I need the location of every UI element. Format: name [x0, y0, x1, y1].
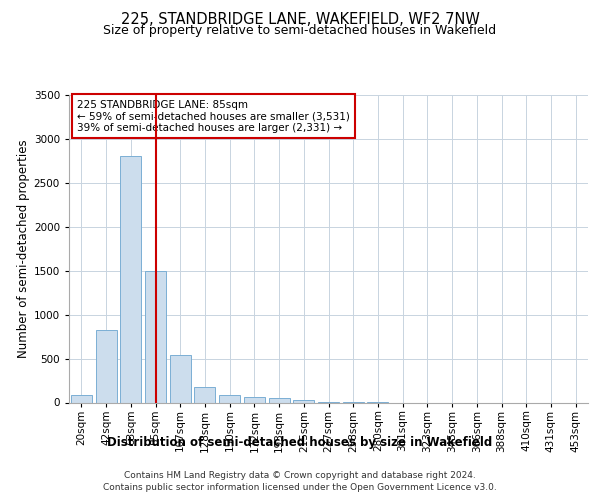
Bar — [244, 397, 265, 402]
Bar — [293, 400, 314, 402]
Bar — [71, 396, 92, 402]
Bar — [269, 398, 290, 402]
Text: 225 STANDBRIDGE LANE: 85sqm
← 59% of semi-detached houses are smaller (3,531)
39: 225 STANDBRIDGE LANE: 85sqm ← 59% of sem… — [77, 100, 350, 133]
Text: Size of property relative to semi-detached houses in Wakefield: Size of property relative to semi-detach… — [103, 24, 497, 37]
Bar — [95, 330, 116, 402]
Text: Contains HM Land Registry data © Crown copyright and database right 2024.: Contains HM Land Registry data © Crown c… — [124, 472, 476, 480]
Text: 225, STANDBRIDGE LANE, WAKEFIELD, WF2 7NW: 225, STANDBRIDGE LANE, WAKEFIELD, WF2 7N… — [121, 12, 479, 28]
Text: Distribution of semi-detached houses by size in Wakefield: Distribution of semi-detached houses by … — [107, 436, 493, 449]
Bar — [194, 387, 215, 402]
Bar — [120, 156, 141, 402]
Bar — [219, 396, 240, 402]
Bar — [145, 270, 166, 402]
Text: Contains public sector information licensed under the Open Government Licence v3: Contains public sector information licen… — [103, 483, 497, 492]
Bar — [170, 355, 191, 403]
Y-axis label: Number of semi-detached properties: Number of semi-detached properties — [17, 140, 29, 358]
